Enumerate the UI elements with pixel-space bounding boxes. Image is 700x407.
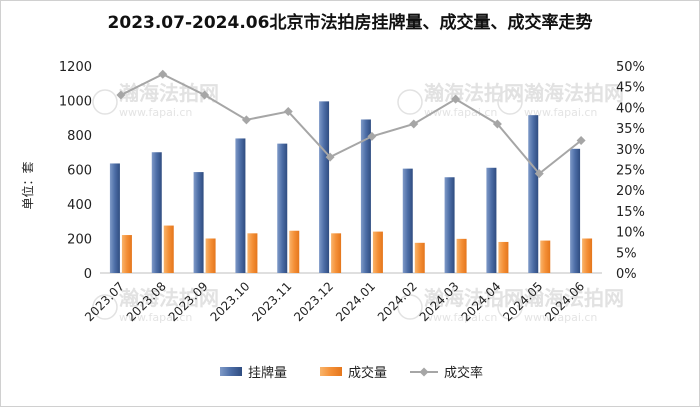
watermark-seal-icon xyxy=(497,89,523,115)
y2-tick-label: 5% xyxy=(616,246,637,261)
legend-label-挂牌量: 挂牌量 xyxy=(248,365,287,381)
bar-成交量 xyxy=(414,242,425,273)
y2-tick-label: 50% xyxy=(616,60,645,75)
watermark-text: 瀚海法拍网 xyxy=(119,286,219,310)
bar-成交量 xyxy=(247,233,258,273)
watermark-text: 瀚海法拍网 xyxy=(524,286,624,310)
bar-成交量 xyxy=(456,238,467,273)
bar-挂牌量 xyxy=(109,163,120,273)
y-tick-label: 600 xyxy=(67,164,92,179)
y2-tick-label: 10% xyxy=(616,226,645,241)
bar-成交量 xyxy=(163,225,174,273)
line-point-成交率 xyxy=(409,119,419,129)
chart-title: 2023.07-2024.06北京市法拍房挂牌量、成交量、成交率走势 xyxy=(107,13,593,33)
bar-成交量 xyxy=(372,231,383,273)
watermark-seal-icon xyxy=(92,294,118,320)
bar-成交量 xyxy=(121,235,132,273)
line-point-成交率 xyxy=(158,69,168,79)
bar-成交量 xyxy=(205,238,216,273)
watermark-seal-icon xyxy=(397,294,423,320)
x-tick-label: 2023.12 xyxy=(291,279,336,324)
watermark-text: 瀚海法拍网 xyxy=(424,286,524,310)
line-point-成交率 xyxy=(241,115,251,125)
y2-tick-label: 30% xyxy=(616,143,645,158)
legend-label-成交率: 成交率 xyxy=(444,365,483,381)
bar-成交量 xyxy=(540,240,551,273)
y2-tick-label: 40% xyxy=(616,101,645,116)
y2-tick-label: 20% xyxy=(616,184,645,199)
watermark-url: www.fapai.cn xyxy=(524,106,597,119)
legend-swatch-成交量 xyxy=(320,367,342,376)
y2-tick-label: 25% xyxy=(616,164,645,179)
bar-挂牌量 xyxy=(570,148,581,273)
watermark-url: www.fapai.cn xyxy=(424,106,497,119)
watermark-url: www.fapai.cn xyxy=(119,106,192,119)
bar-挂牌量 xyxy=(235,138,246,273)
legend-swatch-挂牌量 xyxy=(220,367,242,376)
bar-挂牌量 xyxy=(360,119,371,273)
y-axis-title: 单位：套 xyxy=(20,161,35,209)
bar-挂牌量 xyxy=(444,177,455,273)
line-point-成交率 xyxy=(451,94,461,104)
line-point-成交率 xyxy=(492,119,502,129)
y2-tick-label: 0% xyxy=(616,267,637,282)
line-point-成交率 xyxy=(367,131,377,141)
bar-挂牌量 xyxy=(151,152,162,273)
line-point-成交率 xyxy=(534,169,544,179)
x-tick-label: 2024.01 xyxy=(333,279,378,324)
bar-挂牌量 xyxy=(193,172,204,273)
line-point-成交率 xyxy=(325,152,335,162)
y-tick-label: 0 xyxy=(84,267,92,282)
y2-tick-label: 35% xyxy=(616,122,645,137)
bar-挂牌量 xyxy=(528,115,539,273)
x-tick-label: 2024.02 xyxy=(375,279,420,324)
watermark-seal-icon xyxy=(397,89,423,115)
watermark-seal-icon xyxy=(92,89,118,115)
y2-tick-label: 15% xyxy=(616,205,645,220)
y-tick-label: 200 xyxy=(67,233,92,248)
y-tick-label: 1000 xyxy=(59,95,92,110)
line-point-成交率 xyxy=(116,90,126,100)
series-line-成交率 xyxy=(120,73,582,176)
line-point-成交率 xyxy=(576,136,586,146)
bar-成交量 xyxy=(331,233,342,273)
y-tick-label: 400 xyxy=(67,198,92,213)
bar-挂牌量 xyxy=(319,101,330,273)
y2-tick-label: 45% xyxy=(616,81,645,96)
line-point-成交率 xyxy=(200,90,210,100)
line-point-成交率 xyxy=(283,107,293,117)
y-tick-label: 800 xyxy=(67,129,92,144)
legend-label-成交量: 成交量 xyxy=(348,365,387,381)
bar-挂牌量 xyxy=(486,167,497,273)
bar-成交量 xyxy=(289,230,300,273)
watermark-url: www.fapai.cn xyxy=(524,311,597,324)
watermark-text: 瀚海法拍网 xyxy=(424,81,524,105)
x-tick-label: 2023.11 xyxy=(249,279,294,324)
legend-marker-成交率 xyxy=(419,367,429,377)
bar-挂牌量 xyxy=(402,168,413,273)
bar-成交量 xyxy=(498,241,509,273)
watermark-url: www.fapai.cn xyxy=(119,311,192,324)
watermark-seal-icon xyxy=(497,294,523,320)
bar-挂牌量 xyxy=(277,143,288,273)
watermark-text: 瀚海法拍网 xyxy=(524,81,624,105)
watermark-url: www.fapai.cn xyxy=(424,311,497,324)
y-tick-label: 1200 xyxy=(59,60,92,75)
bar-成交量 xyxy=(582,238,593,273)
